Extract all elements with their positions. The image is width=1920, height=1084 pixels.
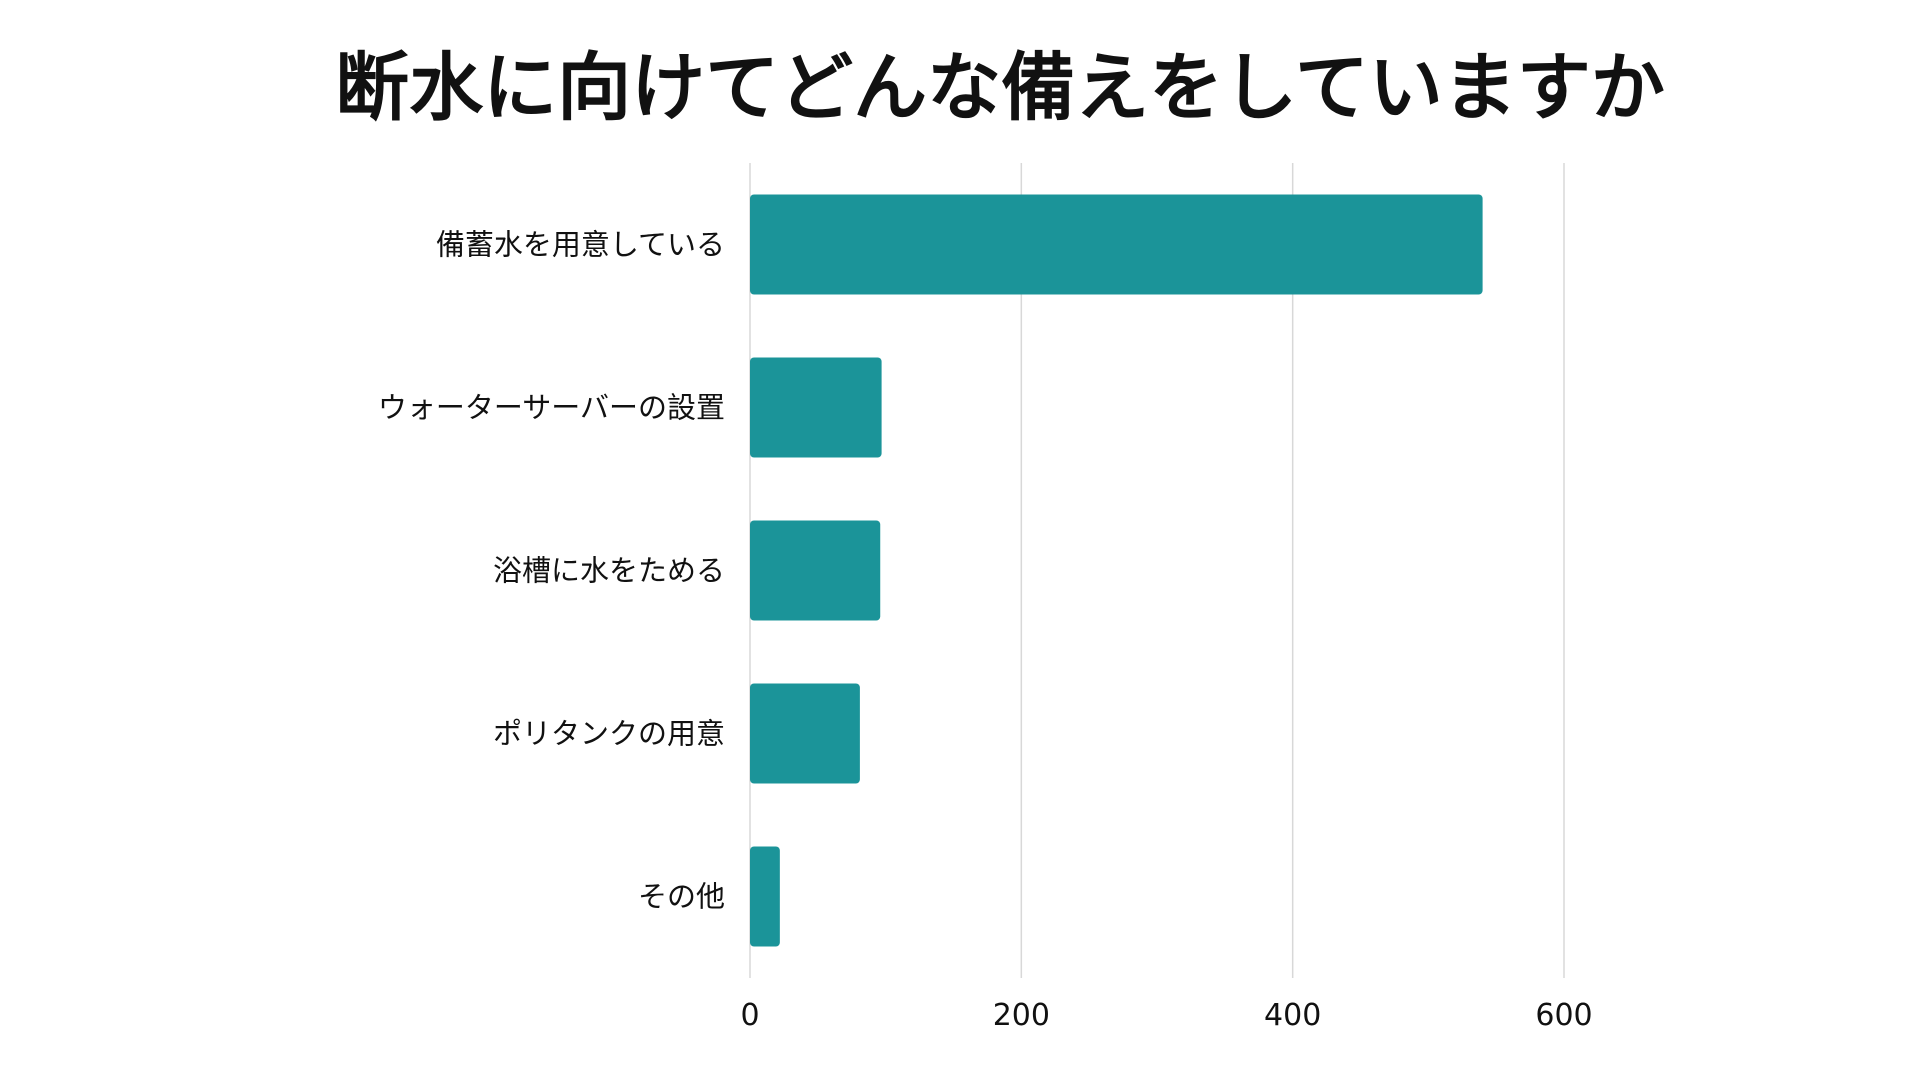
x-axis-tick-labels: 0 200 400 600 bbox=[740, 998, 1592, 1033]
category-label: 備蓄水を用意している bbox=[436, 228, 725, 262]
category-label: ウォーターサーバーの設置 bbox=[378, 391, 725, 425]
category-label: 浴槽に水をためる bbox=[493, 554, 725, 588]
chart-title: 断水に向けてどんな備えをしていますか bbox=[335, 45, 1665, 131]
x-tick-label: 200 bbox=[993, 998, 1050, 1033]
x-tick-label: 0 bbox=[740, 998, 759, 1033]
bar bbox=[750, 357, 882, 458]
bars bbox=[750, 194, 1483, 947]
category-label: その他 bbox=[638, 880, 725, 914]
bar bbox=[750, 683, 860, 784]
category-labels: 備蓄水を用意しているウォーターサーバーの設置浴槽に水をためるポリタンクの用意その… bbox=[378, 228, 725, 914]
bar bbox=[750, 846, 780, 947]
bar bbox=[750, 520, 881, 621]
bar bbox=[750, 194, 1483, 295]
x-tick-label: 400 bbox=[1264, 998, 1321, 1033]
x-tick-label: 600 bbox=[1535, 998, 1592, 1033]
category-label: ポリタンクの用意 bbox=[493, 717, 725, 751]
